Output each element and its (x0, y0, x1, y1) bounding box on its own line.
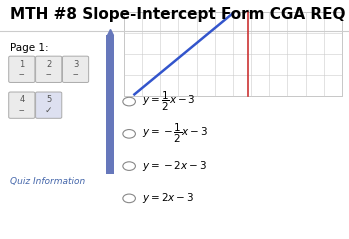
Text: --: -- (72, 70, 79, 79)
FancyBboxPatch shape (106, 35, 114, 174)
Text: 2: 2 (46, 60, 51, 69)
Text: ✓: ✓ (45, 106, 52, 115)
Text: 1: 1 (19, 60, 24, 69)
Text: Quiz Information: Quiz Information (10, 177, 86, 186)
Text: $y = -\dfrac{1}{2}x - 3$: $y = -\dfrac{1}{2}x - 3$ (142, 122, 209, 146)
FancyBboxPatch shape (36, 92, 62, 118)
Text: 5: 5 (46, 95, 51, 104)
FancyBboxPatch shape (62, 56, 89, 82)
FancyBboxPatch shape (9, 92, 35, 118)
Text: $y = \dfrac{1}{2}x - 3$: $y = \dfrac{1}{2}x - 3$ (142, 90, 196, 113)
FancyBboxPatch shape (9, 56, 35, 82)
Text: --: -- (18, 106, 25, 115)
FancyBboxPatch shape (36, 56, 62, 82)
Text: --: -- (45, 70, 52, 79)
Text: 3: 3 (73, 60, 78, 69)
Text: Page 1:: Page 1: (10, 43, 49, 53)
Text: $y = 2x - 3$: $y = 2x - 3$ (142, 191, 195, 205)
Text: 4: 4 (19, 95, 24, 104)
Text: --: -- (18, 70, 25, 79)
Text: $y = -2x - 3$: $y = -2x - 3$ (142, 159, 207, 173)
FancyBboxPatch shape (124, 12, 342, 96)
Text: MTH #8 Slope-Intercept Form CGA REQ: MTH #8 Slope-Intercept Form CGA REQ (10, 7, 346, 22)
